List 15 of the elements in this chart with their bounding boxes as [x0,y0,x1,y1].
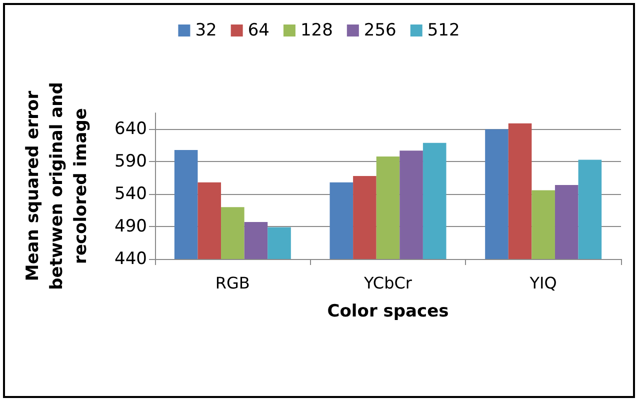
legend-label: 128 [300,20,333,40]
y-tick-label: 440 [114,249,147,269]
x-tick-label: RGB [215,274,250,292]
y-tick-label: 540 [114,184,147,204]
y-tick-label: 640 [114,119,147,140]
legend-label: 512 [427,20,460,40]
y-tick-label: 590 [114,152,147,172]
y-axis-title: Mean squared error betwwen original and recolored image [23,82,91,290]
y-tick-label: 490 [114,216,147,237]
x-axis-title: Color spaces [327,302,449,322]
legend-label: 64 [248,20,270,40]
x-tick-label: YCbCr [363,274,412,292]
x-tick-label: YIQ [528,274,557,292]
legend-label: 32 [195,20,217,40]
legend-label: 256 [364,20,396,40]
